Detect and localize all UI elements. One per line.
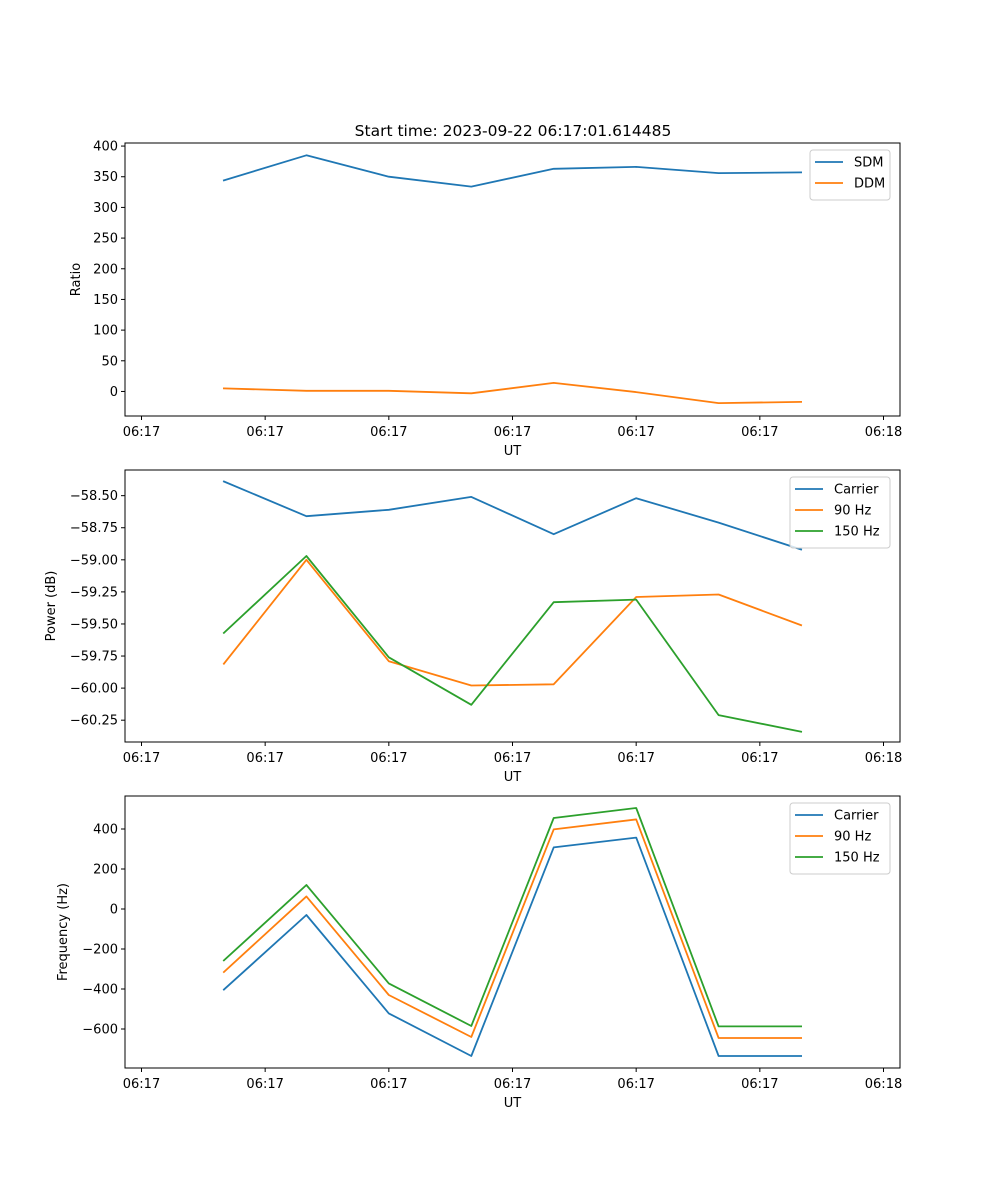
legend-label: Carrier bbox=[834, 483, 879, 498]
x-tick-label: 06:17 bbox=[370, 751, 407, 766]
x-axis-label: UT bbox=[504, 770, 522, 785]
y-tick-label: 50 bbox=[101, 354, 118, 369]
y-tick-label: −59.50 bbox=[70, 617, 118, 632]
y-tick-label: −58.75 bbox=[70, 521, 118, 536]
series-line-carrier bbox=[222, 480, 803, 551]
series-line-150-hz bbox=[222, 807, 802, 1028]
x-axis-label: UT bbox=[504, 444, 522, 459]
x-tick-label: 06:17 bbox=[617, 751, 654, 766]
y-tick-label: −59.00 bbox=[70, 553, 118, 568]
legend: Carrier 90 Hz 150 Hz bbox=[789, 476, 891, 549]
series-line-90-hz bbox=[222, 558, 803, 687]
x-tick-label: 06:17 bbox=[494, 425, 531, 440]
y-tick-label: −60.25 bbox=[70, 714, 118, 729]
x-tick-label: 06:17 bbox=[123, 751, 160, 766]
y-tick-label: 150 bbox=[93, 293, 118, 308]
legend-label: 150 Hz bbox=[834, 525, 880, 540]
legend: Carrier 90 Hz 150 Hz bbox=[789, 802, 891, 875]
panel-power: 06:17 06:17 06:17 06:17 06:17 06:17 06:18 −60.2… bbox=[44, 469, 902, 785]
x-tick-label: 06:17 bbox=[123, 1077, 160, 1092]
x-tick-label: 06:17 bbox=[246, 1077, 283, 1092]
y-tick-label: 100 bbox=[93, 324, 118, 339]
x-tick-label: 06:18 bbox=[865, 425, 902, 440]
y-tick-label: −60.00 bbox=[70, 682, 118, 697]
y-tick-label: −59.75 bbox=[70, 650, 118, 665]
x-tick-label: 06:17 bbox=[370, 1077, 407, 1092]
legend-label: Carrier bbox=[834, 809, 879, 824]
y-tick-label: 200 bbox=[93, 863, 118, 878]
panel-frequency: 06:17 06:17 06:17 06:17 06:17 06:17 06:18 −600 −… bbox=[56, 795, 902, 1111]
x-axis-label: UT bbox=[504, 1096, 522, 1111]
y-axis-label: Ratio bbox=[69, 263, 84, 296]
x-tick-label: 06:17 bbox=[246, 425, 283, 440]
legend-label: 90 Hz bbox=[834, 830, 871, 845]
y-axis-label: Frequency (Hz) bbox=[56, 883, 71, 981]
y-axis-label: Power (dB) bbox=[44, 571, 59, 642]
y-tick-label: −200 bbox=[82, 943, 118, 958]
x-tick-label: 06:17 bbox=[741, 1077, 778, 1092]
y-tick-label: −600 bbox=[82, 1023, 118, 1038]
y-tick-label: −58.50 bbox=[70, 489, 118, 504]
y-tick-label: 200 bbox=[93, 262, 118, 277]
y-tick-label: 350 bbox=[93, 170, 118, 185]
y-tick-label: 0 bbox=[110, 903, 118, 918]
x-tick-label: 06:17 bbox=[617, 1077, 654, 1092]
x-tick-label: 06:17 bbox=[494, 751, 531, 766]
y-tick-label: 400 bbox=[93, 823, 118, 838]
x-tick-label: 06:17 bbox=[494, 1077, 531, 1092]
x-tick-label: 06:17 bbox=[123, 425, 160, 440]
series-line-90-hz bbox=[222, 818, 802, 1039]
x-tick-label: 06:17 bbox=[617, 425, 654, 440]
y-tick-label: 0 bbox=[110, 385, 118, 400]
legend-label: 150 Hz bbox=[834, 851, 880, 866]
series-line-150-hz bbox=[222, 555, 803, 733]
x-tick-label: 06:18 bbox=[865, 751, 902, 766]
y-tick-label: 300 bbox=[93, 201, 118, 216]
x-tick-label: 06:18 bbox=[865, 1077, 902, 1092]
chart-title: Start time: 2023-09-22 06:17:01.614485 bbox=[355, 122, 672, 140]
x-tick-label: 06:17 bbox=[370, 425, 407, 440]
panel-ratio: 06:17 06:17 06:17 06:17 06:17 06:17 06:18 0 50 10… bbox=[69, 140, 902, 459]
y-tick-label: −59.25 bbox=[70, 585, 118, 600]
legend-label: 90 Hz bbox=[834, 504, 871, 519]
y-tick-label: 400 bbox=[93, 140, 118, 155]
y-tick-label: 250 bbox=[93, 232, 118, 247]
legend: SDM DDM bbox=[809, 149, 891, 201]
series-line-sdm bbox=[222, 154, 803, 188]
series-line-carrier bbox=[222, 836, 802, 1057]
legend-label: SDM bbox=[854, 156, 883, 171]
x-tick-label: 06:17 bbox=[741, 751, 778, 766]
x-tick-label: 06:17 bbox=[246, 751, 283, 766]
legend-label: DDM bbox=[854, 177, 885, 192]
series-line-ddm bbox=[222, 381, 803, 405]
x-tick-label: 06:17 bbox=[741, 425, 778, 440]
y-tick-label: −400 bbox=[82, 983, 118, 998]
